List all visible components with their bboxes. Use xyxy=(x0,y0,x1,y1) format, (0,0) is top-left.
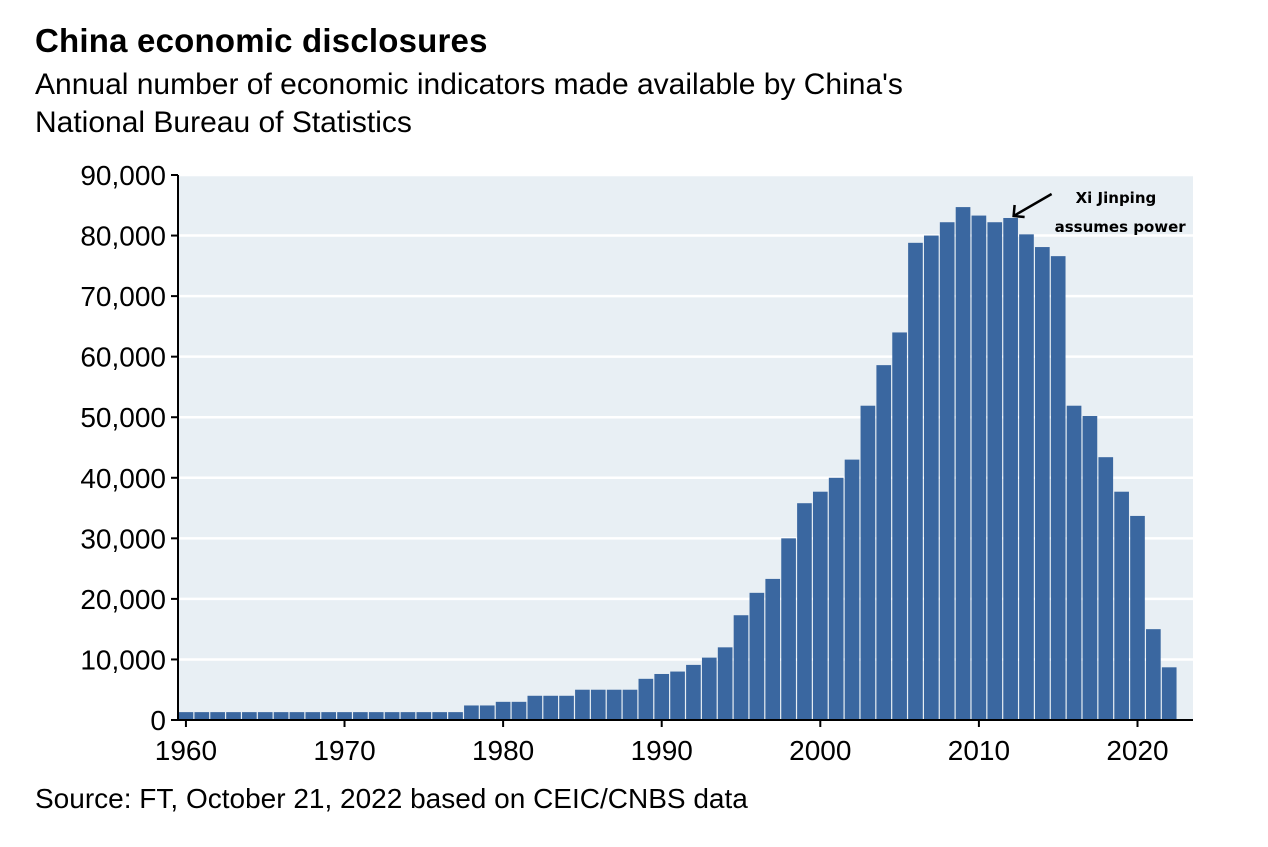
bar-2021 xyxy=(1146,629,1161,720)
bar-1963 xyxy=(226,712,241,720)
bar-1994 xyxy=(717,647,733,720)
bar-1983 xyxy=(543,695,559,720)
bar-1968 xyxy=(305,712,321,720)
bar-1986 xyxy=(590,689,606,720)
bar-1982 xyxy=(527,695,543,720)
bar-2022 xyxy=(1161,667,1177,720)
x-tick-label: 1970 xyxy=(313,735,375,766)
y-axis-ticks: 0 10,000 20,000 30,000 40,000 50,000 60,000 70,… xyxy=(80,160,178,736)
bar-1977 xyxy=(448,712,463,720)
bar-2006 xyxy=(908,242,923,721)
bar-2005 xyxy=(892,332,907,720)
bar-1972 xyxy=(368,712,384,720)
bars xyxy=(178,207,1177,721)
bar-2000 xyxy=(812,491,828,720)
y-tick-label: 80,000 xyxy=(80,221,166,252)
bar-1966 xyxy=(273,712,289,720)
x-tick-label: 1990 xyxy=(631,735,693,766)
bar-1974 xyxy=(400,712,416,720)
bar-2020 xyxy=(1130,515,1145,720)
bar-1981 xyxy=(511,701,527,720)
bar-2015 xyxy=(1050,256,1066,720)
bar-1970 xyxy=(337,712,352,720)
bar-2009 xyxy=(955,207,971,720)
subtitle-line-1: Annual number of economic indicators mad… xyxy=(35,68,903,101)
bar-1967 xyxy=(289,712,305,720)
bar-1984 xyxy=(559,695,574,720)
bar-1989 xyxy=(638,678,654,720)
y-tick-label: 50,000 xyxy=(80,402,166,433)
bar-2014 xyxy=(1035,247,1050,721)
bar-1995 xyxy=(733,615,749,720)
subtitle-line-2: National Bureau of Statistics xyxy=(35,106,412,139)
y-tick-label: 60,000 xyxy=(80,342,166,373)
bar-1971 xyxy=(353,712,368,720)
y-tick-label: 70,000 xyxy=(80,281,166,312)
chart-subtitle: Annual number of economic indicators mad… xyxy=(35,66,1235,142)
bar-2017 xyxy=(1082,416,1098,720)
bar-1987 xyxy=(606,689,622,720)
chart-title: China economic disclosures xyxy=(35,22,488,59)
x-tick-label: 2000 xyxy=(789,735,851,766)
source-note: Source: FT, October 21, 2022 based on CE… xyxy=(35,783,748,814)
bar-1969 xyxy=(321,712,336,720)
bar-2012 xyxy=(1003,217,1018,720)
bar-1988 xyxy=(622,689,638,720)
bar-2011 xyxy=(987,222,1003,720)
bar-2016 xyxy=(1066,405,1082,720)
bar-1978 xyxy=(464,705,479,720)
bar-2004 xyxy=(876,365,892,720)
bar-1965 xyxy=(257,712,273,720)
bar-2019 xyxy=(1114,491,1129,720)
bar-1962 xyxy=(210,712,225,720)
bar-1997 xyxy=(765,578,781,720)
bar-1990 xyxy=(654,673,670,720)
y-tick-label: 20,000 xyxy=(80,584,166,615)
bar-2018 xyxy=(1098,457,1114,720)
bar-1961 xyxy=(194,712,210,720)
annotation-arrow-head xyxy=(1012,204,1025,219)
bar-1979 xyxy=(479,705,495,720)
bar-2003 xyxy=(860,405,876,720)
bar-1985 xyxy=(575,689,590,720)
x-tick-label: 2010 xyxy=(948,735,1010,766)
bar-1999 xyxy=(797,503,812,720)
y-tick-label: 40,000 xyxy=(80,463,166,494)
x-tick-label: 2020 xyxy=(1106,735,1168,766)
bar-1973 xyxy=(384,712,400,720)
y-tick-label: 0 xyxy=(150,705,166,736)
bar-1976 xyxy=(432,712,448,720)
x-tick-label: 1980 xyxy=(472,735,534,766)
bar-1996 xyxy=(749,592,765,720)
x-axis-ticks: 1960 1970 1980 1990 2000 2010 2020 xyxy=(155,720,1169,766)
y-tick-label: 10,000 xyxy=(80,644,166,675)
x-tick-label: 1960 xyxy=(155,735,217,766)
annotation: Xi Jinping assumes power xyxy=(1012,189,1187,236)
bar-1960 xyxy=(178,712,194,720)
bar-1980 xyxy=(495,701,511,720)
bar-2002 xyxy=(844,459,860,720)
annotation-line-2: assumes power xyxy=(1055,218,1187,236)
bar-2010 xyxy=(971,215,987,721)
y-tick-label: 90,000 xyxy=(80,160,166,191)
bar-2008 xyxy=(939,222,955,720)
y-tick-label: 30,000 xyxy=(80,523,166,554)
bar-1991 xyxy=(670,671,685,720)
bar-1998 xyxy=(781,538,796,720)
annotation-arrow-shaft xyxy=(1012,192,1053,218)
axes xyxy=(177,175,1193,721)
bar-2007 xyxy=(923,235,939,721)
bar-2001 xyxy=(828,477,844,720)
bar-1964 xyxy=(242,712,257,720)
bar-1992 xyxy=(686,664,701,720)
bar-1993 xyxy=(701,657,717,720)
bar-2013 xyxy=(1019,234,1034,720)
annotation-line-1: Xi Jinping xyxy=(1076,189,1157,207)
bar-1975 xyxy=(416,712,432,720)
